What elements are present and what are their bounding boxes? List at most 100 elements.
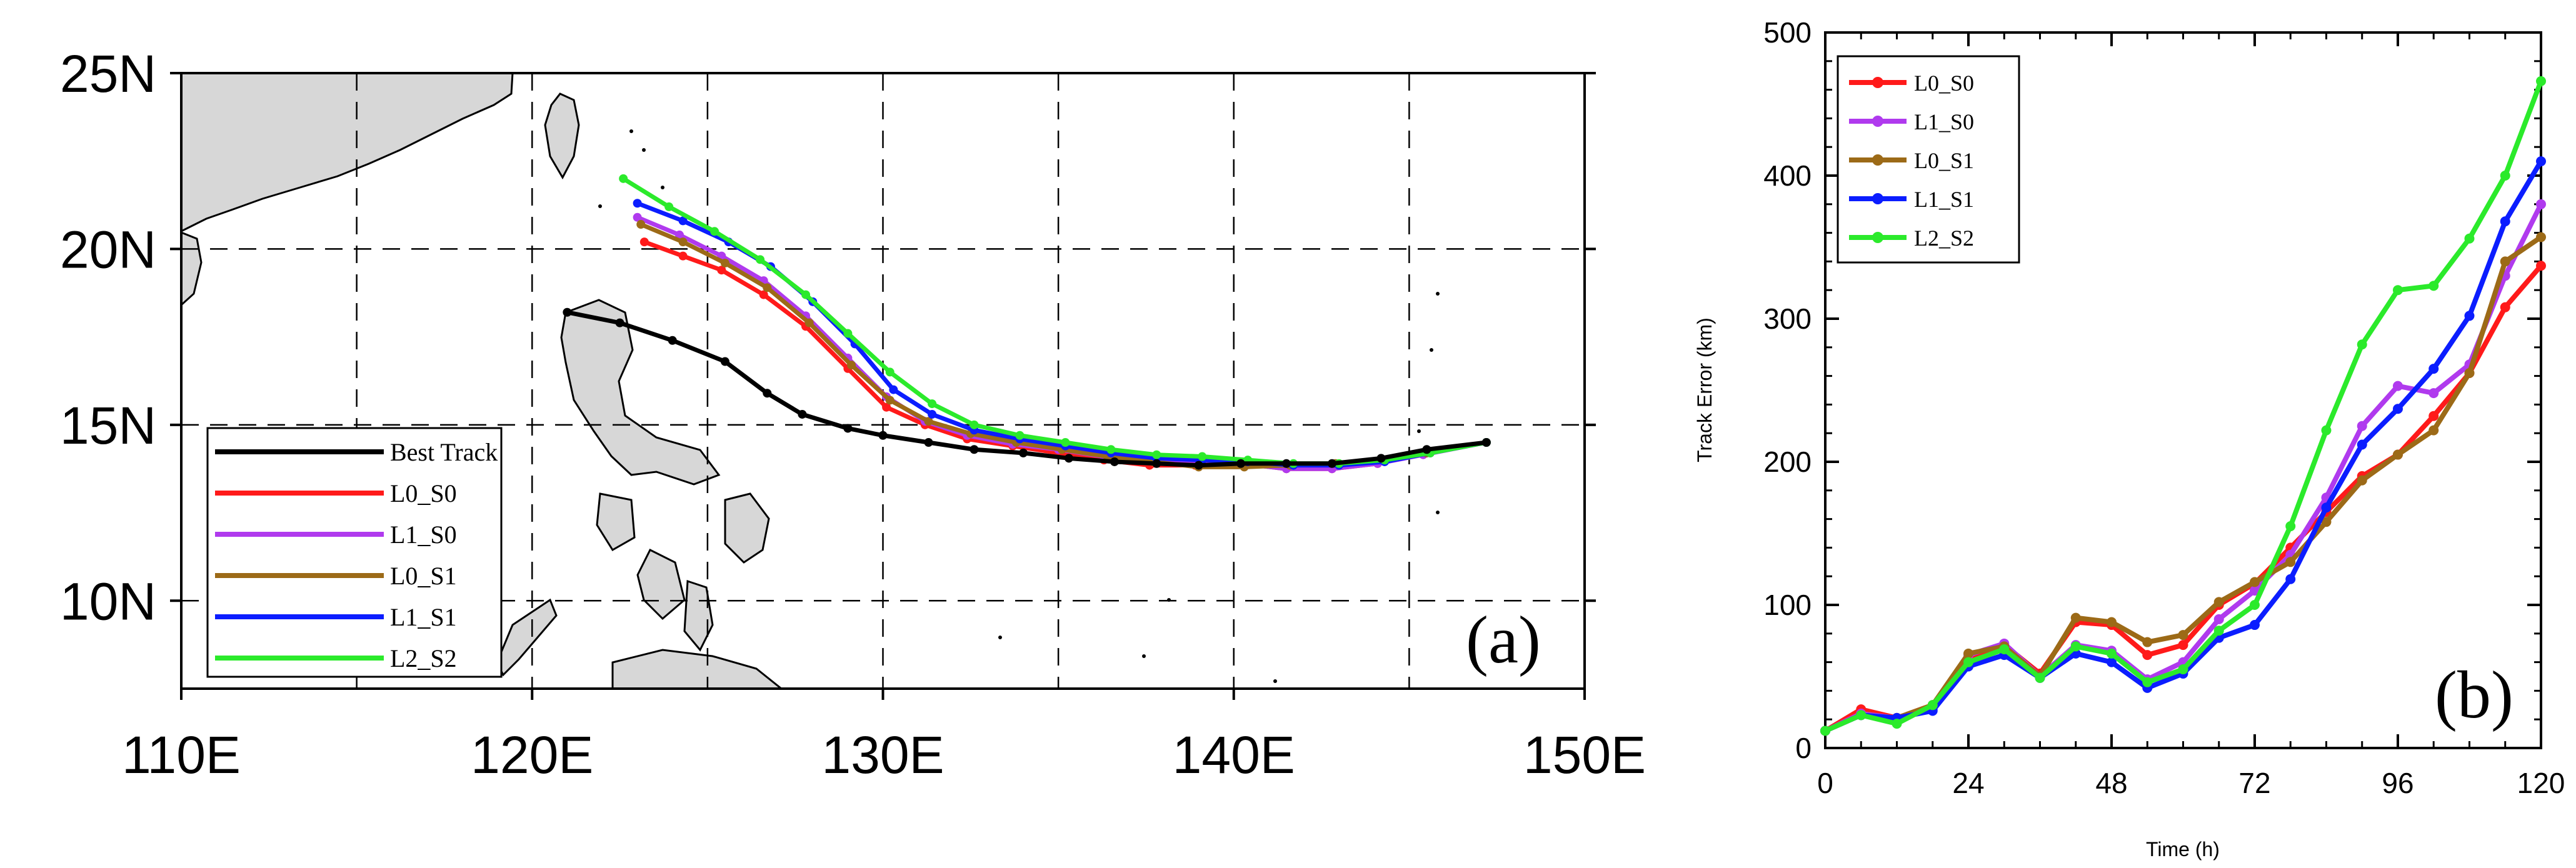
track-point: [885, 396, 895, 405]
error-point: [2500, 216, 2510, 227]
track-point: [1110, 457, 1119, 466]
legend-label: L2_S2: [1914, 226, 1974, 251]
track-point: [970, 420, 979, 429]
error-point: [2321, 517, 2332, 527]
island: [1142, 654, 1146, 658]
error-point: [2285, 521, 2296, 532]
error-point: [2500, 302, 2510, 312]
y-tick-label: 10N: [60, 572, 156, 631]
error-point: [2070, 641, 2081, 652]
track-point: [717, 266, 726, 275]
legend-label: L2_S2: [390, 644, 457, 672]
x-tick-label: 72: [2238, 767, 2270, 799]
track-point: [678, 251, 688, 261]
track-point: [720, 357, 729, 366]
error-point: [2107, 617, 2117, 627]
error-point: [2428, 388, 2439, 399]
track-point: [678, 216, 688, 226]
error-point: [2536, 261, 2546, 271]
legend-label: L0_S1: [390, 562, 457, 590]
track-point: [759, 290, 768, 299]
land-samar: [724, 492, 770, 564]
track-point: [889, 385, 898, 394]
error-point: [2213, 597, 2224, 607]
island: [629, 129, 633, 133]
track-point: [1327, 459, 1336, 468]
y-tick-label: 500: [1763, 16, 1812, 49]
error-point: [2357, 475, 2367, 486]
error-point: [2213, 614, 2224, 624]
track-point: [843, 329, 853, 338]
land-hainan: [181, 231, 203, 307]
error-point: [2428, 281, 2439, 291]
track-point: [1064, 454, 1073, 463]
legend-label: L1_S1: [390, 603, 457, 631]
legend-marker: [1872, 77, 1883, 88]
y-tick-label: 300: [1763, 302, 1812, 335]
error-point: [2428, 364, 2439, 374]
track-point: [1015, 431, 1025, 440]
legend-marker: [1872, 232, 1883, 243]
y-axis-label: Track Error (km): [1693, 317, 1716, 462]
track-point: [928, 399, 937, 409]
error-point: [2357, 439, 2367, 450]
error-point: [2428, 411, 2439, 421]
track-point: [885, 367, 895, 377]
track-point: [1481, 438, 1491, 447]
land-china: [181, 73, 514, 232]
track-point: [633, 212, 642, 222]
x-tick-label: 110E: [122, 726, 241, 784]
island: [1273, 679, 1277, 683]
error-point: [2250, 620, 2260, 631]
error-point: [1820, 726, 1830, 736]
y-tick-label: 100: [1763, 589, 1812, 621]
track-lines: [563, 174, 1491, 474]
error-point: [2142, 677, 2153, 687]
track-point: [843, 424, 853, 433]
x-axis-label: Time (h): [2146, 838, 2220, 861]
error-point: [2250, 586, 2260, 596]
legend-label: L0_S0: [390, 479, 457, 507]
track-point: [1422, 445, 1431, 454]
track-point: [763, 389, 772, 398]
error-point: [2464, 233, 2475, 244]
x-tick-label: 24: [1952, 767, 1984, 799]
error-point: [2178, 664, 2188, 675]
track-point: [1106, 445, 1116, 454]
error-point: [2393, 381, 2403, 391]
y-tick-label: 20N: [60, 220, 156, 279]
y-tick-label: 15N: [60, 396, 156, 455]
error-point: [2285, 557, 2296, 567]
legend-box: [206, 427, 503, 678]
legend-marker: [1872, 154, 1883, 166]
track-point: [878, 431, 888, 440]
land-taiwan: [544, 92, 580, 180]
track-point: [882, 402, 891, 412]
y-tick-label: 200: [1763, 446, 1812, 478]
track-point: [756, 255, 765, 264]
error-axes: 0 100 200 300 400 500 0 24 48 72 96 120: [1763, 16, 2565, 799]
land-negros: [683, 579, 714, 652]
legend-label: Best Track: [390, 438, 498, 466]
error-point: [2142, 650, 2153, 661]
legend-label: L0_S0: [1914, 71, 1974, 96]
error-point: [2357, 339, 2367, 350]
track-point: [1236, 459, 1245, 468]
error-point: [2285, 574, 2296, 584]
island: [598, 204, 602, 208]
panel-label-b: (b): [2435, 658, 2513, 732]
legend-label: L0_S1: [1914, 148, 1974, 173]
track-point: [664, 202, 674, 211]
track-point: [615, 318, 624, 327]
track-point: [970, 445, 979, 454]
island: [1436, 292, 1440, 296]
track-point: [710, 227, 719, 236]
island: [998, 636, 1002, 639]
track-point: [678, 237, 688, 247]
error-point: [1856, 710, 1867, 721]
x-tick-label: 120E: [471, 726, 593, 784]
track-point: [639, 237, 649, 247]
land-masses: [181, 73, 783, 689]
error-legend: L0_S0 L1_S0 L0_S1 L1_S1 L2_S2: [1837, 55, 2020, 264]
